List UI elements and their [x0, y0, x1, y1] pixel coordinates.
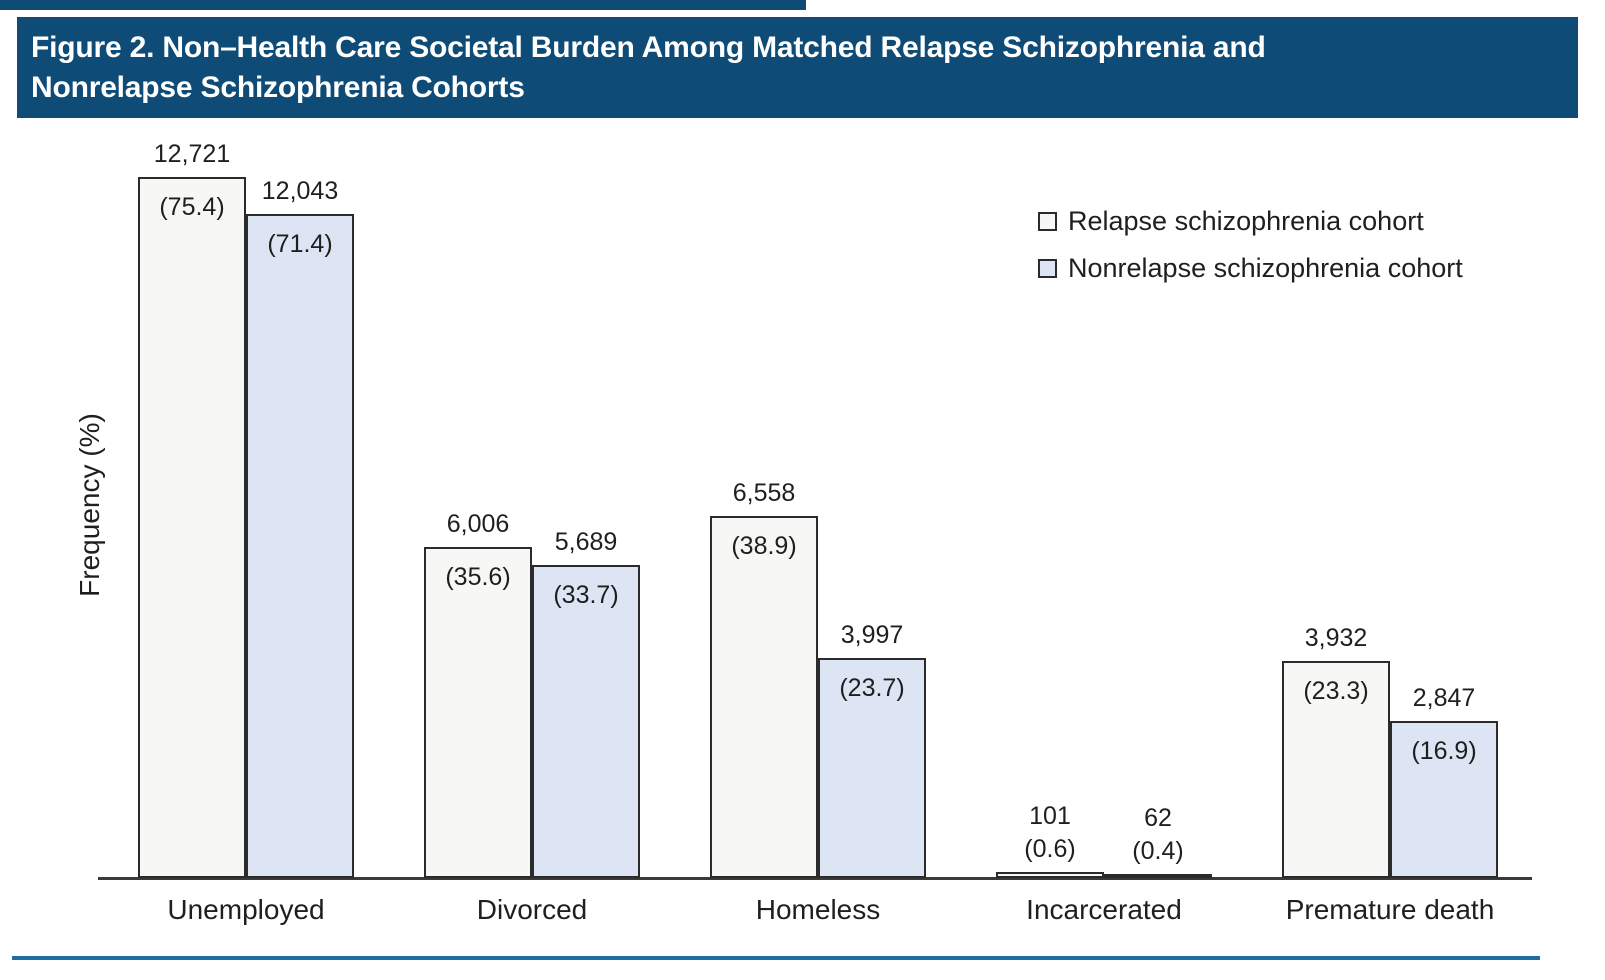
count-label-relapse-incarcerated: 101: [1029, 802, 1071, 830]
category-label-premature-death: Premature death: [1285, 894, 1495, 925]
legend-label-nonrelapse: Nonrelapse schizophrenia cohort: [1068, 253, 1463, 283]
count-label-nonrelapse-incarcerated: 62: [1144, 804, 1172, 832]
bar-nonrelapse-divorced: [532, 565, 640, 878]
bar-nonrelapse-incarcerated: [1104, 874, 1212, 878]
bottom-rule: [12, 956, 1540, 960]
bar-relapse-homeless: [710, 516, 818, 878]
legend-item-relapse: Relapse schizophrenia cohort: [1038, 206, 1463, 237]
bar-relapse-incarcerated: [996, 872, 1104, 878]
percent-label-relapse-incarcerated: (0.6): [1024, 835, 1076, 863]
figure-title-line-1: Figure 2. Non–Health Care Societal Burde…: [31, 31, 1266, 64]
figure-title-banner: Figure 2. Non–Health Care Societal Burde…: [17, 17, 1578, 118]
figure-title-line-2: Nonrelapse Schizophrenia Cohorts: [31, 70, 525, 104]
category-label-incarcerated: Incarcerated: [1026, 894, 1182, 925]
count-label-relapse-premature-death: 3,932: [1304, 624, 1368, 652]
top-partial-rule: [0, 0, 806, 10]
category-label-unemployed: Unemployed: [167, 894, 325, 925]
chart-legend: Relapse schizophrenia cohort Nonrelapse …: [1038, 206, 1463, 300]
x-axis-line: [98, 877, 1532, 880]
category-label-homeless: Homeless: [755, 894, 881, 925]
bar-nonrelapse-premature-death: [1390, 721, 1498, 878]
plot-area: (75.4) 12,721 (71.4) 12,043 Unemployed (35.6)…: [98, 130, 1532, 925]
bar-relapse-divorced: [424, 547, 532, 878]
legend-label-relapse: Relapse schizophrenia cohort: [1068, 206, 1424, 236]
legend-swatch-relapse: [1038, 212, 1057, 231]
percent-label-nonrelapse-incarcerated: (0.4): [1132, 837, 1184, 865]
bar-nonrelapse-homeless: [818, 658, 926, 878]
count-label-relapse-homeless: 6,558: [732, 479, 796, 507]
count-label-relapse-divorced: 6,006: [446, 510, 510, 538]
bar-relapse-unemployed: [138, 177, 246, 878]
bar-nonrelapse-unemployed: [246, 214, 354, 878]
count-label-relapse-unemployed: 12,721: [153, 140, 231, 168]
legend-item-nonrelapse: Nonrelapse schizophrenia cohort: [1038, 253, 1463, 284]
legend-swatch-nonrelapse: [1038, 259, 1057, 278]
bar-relapse-premature-death: [1282, 661, 1390, 878]
category-label-divorced: Divorced: [476, 894, 588, 925]
